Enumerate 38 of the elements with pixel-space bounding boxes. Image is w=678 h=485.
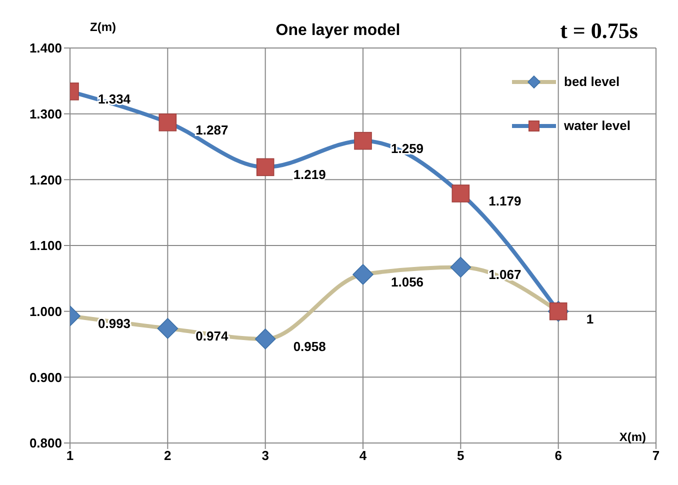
text: t = 0.75s xyxy=(560,18,638,44)
y-tick-label: 1.400 xyxy=(29,40,62,56)
data-label: 1.179 xyxy=(488,193,522,208)
x-tick-label: 7 xyxy=(652,448,660,464)
x-tick-label: 5 xyxy=(457,448,464,464)
data-label: 1.056 xyxy=(391,274,424,290)
y-tick-label: 1.200 xyxy=(29,172,62,188)
point xyxy=(256,158,274,176)
point xyxy=(452,184,470,202)
y-tick-label: 1.300 xyxy=(29,106,62,122)
y-tick-label: 0.800 xyxy=(29,436,62,451)
y-tick-label: 1.100 xyxy=(29,238,62,254)
x-tick-label: 3 xyxy=(262,448,269,464)
y-axis-title: Z(m) xyxy=(90,20,116,34)
y-tick-label: 0.900 xyxy=(29,370,62,385)
point xyxy=(354,132,372,150)
data-label: 1.334 xyxy=(98,91,132,106)
x-tick-label: 6 xyxy=(554,448,562,464)
point xyxy=(254,328,276,350)
point xyxy=(158,113,177,132)
data-label: 0.974 xyxy=(196,328,229,344)
point xyxy=(157,318,178,339)
data-label: 1.219 xyxy=(293,167,326,182)
chart-title: One layer model xyxy=(276,22,400,39)
x-tick-label: 2 xyxy=(164,448,172,464)
data-label: 0.958 xyxy=(293,338,326,354)
data-label: 0.993 xyxy=(98,316,131,331)
x-tick-label: 4 xyxy=(359,448,368,464)
legend-label: water level xyxy=(563,118,630,133)
legend-label: bed level xyxy=(564,74,620,89)
point xyxy=(352,264,374,285)
x-tick-label: 1 xyxy=(66,448,74,464)
data-label: 1.067 xyxy=(488,267,522,282)
data-label: 1 xyxy=(586,311,594,326)
point xyxy=(450,256,472,278)
data-label: 1.287 xyxy=(196,122,228,138)
x-axis-title: X(m) xyxy=(619,430,646,444)
y-tick-label: 1.000 xyxy=(29,304,62,319)
